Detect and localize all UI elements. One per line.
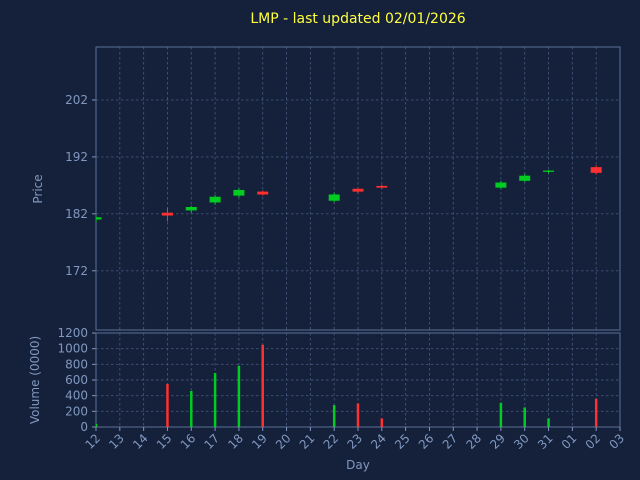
volume-bar-day-02 bbox=[594, 398, 598, 427]
x-tick-label: 01 bbox=[559, 431, 580, 452]
x-tick-label: 23 bbox=[344, 431, 365, 452]
price-tick-label: 182 bbox=[65, 207, 88, 221]
candle-body-day-12 bbox=[96, 217, 102, 220]
x-tick-label: 15 bbox=[154, 431, 175, 452]
candle-body-day-16 bbox=[185, 207, 197, 211]
x-tick-label: 25 bbox=[392, 431, 413, 452]
candle-body-day-31 bbox=[543, 170, 555, 172]
volume-bar-day-23 bbox=[356, 403, 360, 427]
price-tick-label: 202 bbox=[65, 93, 88, 107]
volume-bar-day-22 bbox=[332, 405, 336, 427]
volume-bar-day-19 bbox=[261, 344, 264, 427]
price-tick-label: 192 bbox=[65, 150, 88, 164]
x-axis-label: Day bbox=[346, 458, 370, 472]
volume-tick-label: 400 bbox=[65, 389, 88, 403]
volume-bar-day-15 bbox=[166, 383, 169, 427]
volume-tick-label: 800 bbox=[65, 357, 88, 371]
candle-body-day-19 bbox=[257, 191, 269, 195]
candle-body-day-30 bbox=[519, 175, 531, 181]
x-tick-label: 31 bbox=[535, 431, 556, 452]
x-tick-label: 19 bbox=[249, 431, 270, 452]
candle-body-day-24 bbox=[376, 185, 388, 188]
candle-body-day-17 bbox=[209, 196, 221, 203]
volume-tick-label: 1000 bbox=[57, 342, 88, 356]
x-tick-label: 29 bbox=[487, 431, 508, 452]
x-tick-label: 17 bbox=[202, 431, 223, 452]
price-tick-label: 172 bbox=[65, 264, 88, 278]
x-tick-label: 30 bbox=[511, 431, 532, 452]
volume-tick-label: 600 bbox=[65, 373, 88, 387]
x-tick-label: 21 bbox=[297, 431, 318, 452]
volume-tick-label: 1200 bbox=[57, 326, 88, 340]
volume-bar-day-16 bbox=[190, 390, 193, 427]
volume-bar-day-17 bbox=[213, 372, 217, 427]
x-tick-label: 02 bbox=[583, 431, 604, 452]
volume-tick-label: 200 bbox=[65, 404, 88, 418]
volume-bar-day-31 bbox=[547, 418, 550, 427]
x-tick-label: 14 bbox=[130, 431, 151, 452]
x-tick-label: 20 bbox=[273, 431, 294, 452]
x-tick-label: 18 bbox=[225, 431, 246, 452]
volume-tick-label: 0 bbox=[80, 420, 88, 434]
candle-body-day-02 bbox=[590, 167, 602, 173]
candle-body-day-29 bbox=[495, 182, 507, 188]
x-tick-label: 28 bbox=[464, 431, 485, 452]
chart-title: LMP - last updated 02/01/2026 bbox=[250, 11, 466, 27]
volume-bar-day-18 bbox=[237, 365, 241, 427]
candle-body-day-18 bbox=[233, 189, 245, 196]
x-tick-label: 27 bbox=[440, 431, 461, 452]
x-tick-label: 13 bbox=[106, 431, 127, 452]
volume-bar-day-24 bbox=[380, 418, 384, 427]
volume-bar-day-30 bbox=[523, 407, 526, 427]
x-tick-label: 03 bbox=[606, 431, 627, 452]
candle-body-day-22 bbox=[328, 194, 340, 201]
volume-bar-day-12 bbox=[96, 423, 98, 427]
price-panel bbox=[95, 46, 621, 331]
x-tick-label: 22 bbox=[321, 431, 342, 452]
x-tick-label: 26 bbox=[416, 431, 437, 452]
x-tick-label: 24 bbox=[368, 431, 389, 452]
candle-body-day-15 bbox=[161, 212, 173, 216]
candle-body-day-23 bbox=[352, 188, 364, 192]
x-tick-label: 16 bbox=[178, 431, 199, 452]
volume-bar-day-29 bbox=[499, 402, 503, 427]
x-tick-label: 12 bbox=[82, 431, 103, 452]
